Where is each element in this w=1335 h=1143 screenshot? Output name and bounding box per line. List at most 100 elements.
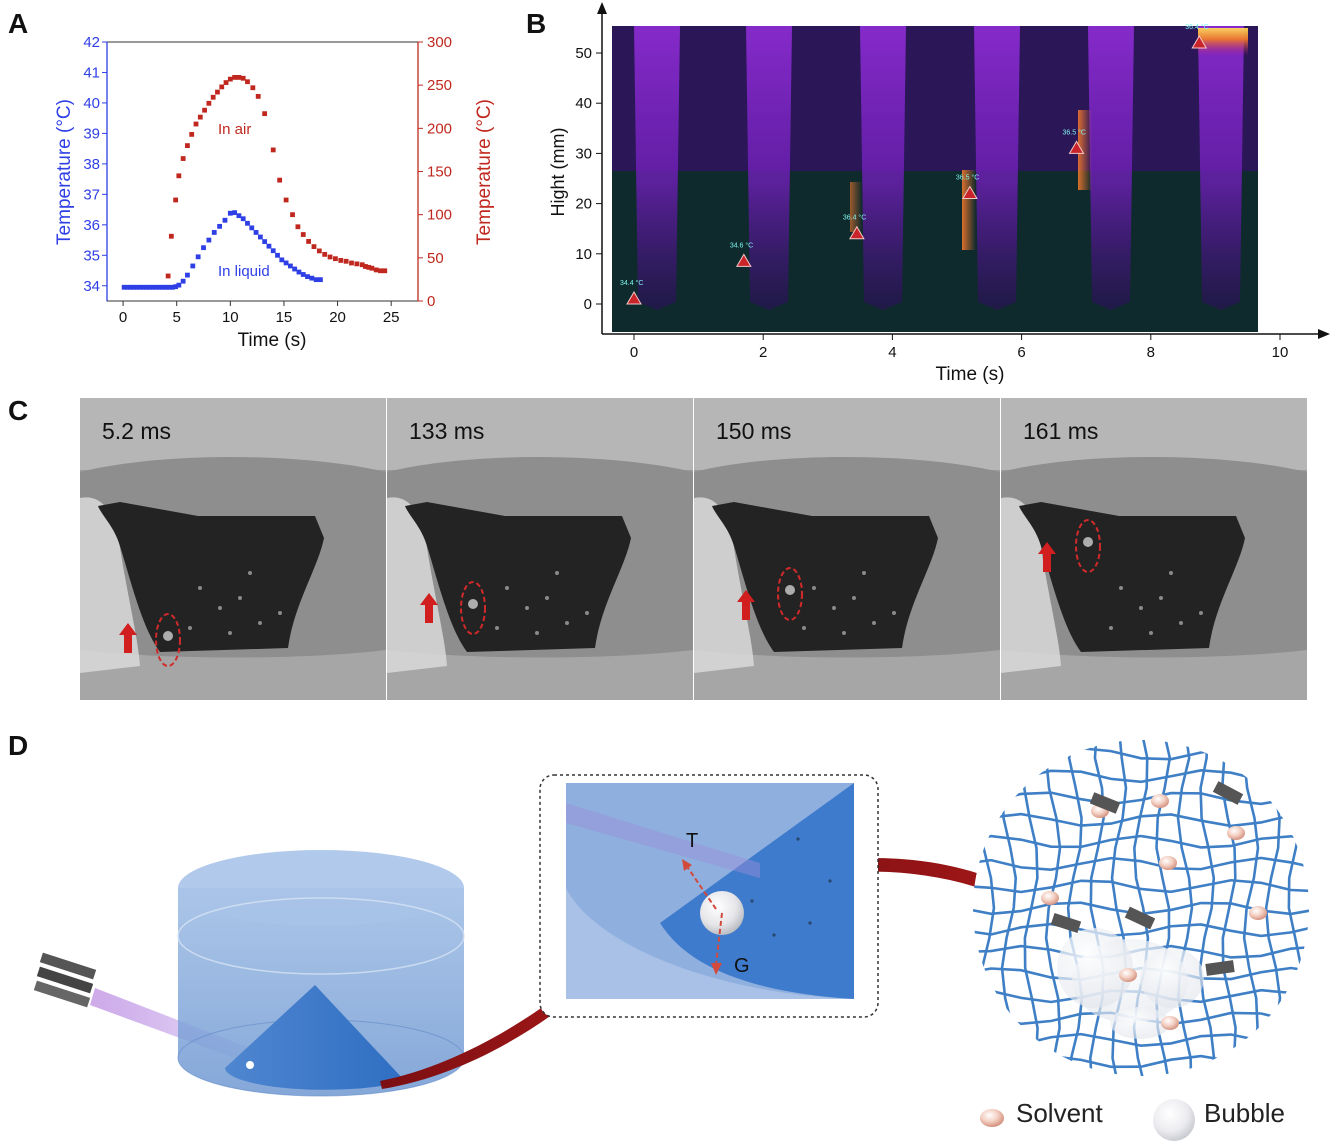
tension-vector	[685, 864, 717, 910]
air-data-point	[322, 251, 328, 257]
air-data-point	[369, 265, 375, 271]
panel-letter-a: A	[8, 8, 29, 39]
upward-arrow	[737, 590, 755, 620]
x-tick-label: 8	[1147, 344, 1155, 361]
frame-floor	[80, 650, 386, 700]
bubble-mechanism-schematic: T G	[33, 740, 1309, 1097]
network-strand	[1308, 740, 1309, 1076]
network-strand	[973, 791, 1309, 806]
air-data-point	[300, 232, 306, 237]
air-data-point	[250, 85, 256, 91]
liquid-data-point	[249, 225, 255, 231]
liquid-data-point	[144, 284, 150, 290]
temperature-marker-label: 36.4 °C	[1185, 23, 1208, 31]
legend-solvent-icon	[980, 1109, 1004, 1127]
upward-arrow	[420, 593, 438, 623]
liquid-data-point	[283, 260, 289, 266]
panel-letter-d: D	[8, 730, 29, 761]
gravity-vector	[715, 912, 723, 966]
bubble-highlight-ellipse	[1075, 519, 1101, 573]
frame-highlight	[387, 497, 447, 673]
air-data-point	[373, 267, 379, 273]
x-tick-label: 20	[329, 309, 346, 326]
frame-floor	[387, 650, 693, 700]
axis-label-x: Time (s)	[238, 330, 307, 351]
liquid-data-point	[128, 284, 133, 290]
air-data-point	[193, 121, 199, 127]
filler-rod	[1124, 906, 1156, 930]
small-bubble	[188, 626, 192, 630]
air-data-point	[359, 262, 365, 268]
liquid-data-point	[279, 257, 285, 263]
liquid-data-point	[232, 210, 238, 216]
force-label-t: T	[686, 830, 698, 852]
legend-solvent-label: Solvent	[1016, 1098, 1103, 1128]
liquid-data-point	[141, 284, 146, 290]
liquid-data-point	[134, 284, 140, 290]
liquid-data-point	[190, 263, 196, 269]
high-speed-frame: 133 ms	[387, 398, 693, 700]
filler-rod	[1212, 781, 1244, 805]
liquid-data-point	[227, 210, 233, 216]
temperature-marker-label: 34.4 °C	[620, 279, 643, 287]
y-tick-label: 50	[575, 45, 592, 62]
frame-time-label: 150 ms	[716, 418, 792, 444]
liquid-data-point	[300, 272, 306, 277]
air-data-point	[349, 260, 354, 266]
air-data-point	[343, 258, 349, 264]
annotation-in-air: In air	[218, 121, 251, 138]
upward-arrow	[1038, 542, 1056, 572]
temperature-marker-label: 36.5 °C	[1063, 128, 1086, 136]
liquid-data-point	[163, 284, 169, 290]
thermal-column	[860, 26, 906, 310]
thermal-hot-region	[850, 182, 862, 232]
tracked-bubble	[1083, 537, 1093, 547]
liquid-data-point	[318, 277, 323, 283]
hydrogel-cone	[225, 985, 405, 1090]
small-bubble	[842, 631, 846, 635]
small-bubble	[535, 631, 539, 635]
solvent-particle	[1041, 891, 1059, 905]
liquid-data-point	[217, 223, 223, 229]
y-axis-arrow	[597, 2, 607, 14]
x-tick-label: 10	[222, 309, 239, 326]
high-speed-frame: 150 ms	[694, 398, 1000, 700]
y-left-tick-label: 35	[83, 247, 100, 264]
liquid-data-point	[170, 284, 175, 290]
panel-letter-b: B	[526, 8, 547, 39]
liquid-data-point	[245, 220, 250, 226]
thermal-hot-region	[962, 170, 976, 250]
upward-arrow	[119, 623, 137, 653]
solvent-particle	[1227, 826, 1245, 840]
network-strand	[973, 922, 1309, 938]
air-data-point	[295, 224, 301, 230]
liquid-data-point	[166, 284, 172, 290]
y-left-tick-label: 38	[83, 156, 100, 173]
axis-label-x: Time (s)	[936, 364, 1005, 385]
y-tick-label: 0	[584, 296, 592, 313]
network-strand	[973, 856, 1309, 871]
liquid-data-point	[222, 217, 228, 223]
y-left-tick-label: 36	[83, 217, 100, 234]
air-data-point	[215, 89, 220, 95]
air-data-point	[327, 254, 333, 260]
small-bubble	[238, 596, 242, 600]
hydrogel-cone	[98, 502, 324, 652]
x-tick-label: 5	[173, 309, 181, 326]
small-bubble	[892, 611, 896, 615]
inset-zoom: T G	[539, 774, 879, 1018]
liquid-data-point	[257, 234, 263, 240]
air-data-point	[232, 74, 238, 80]
legend-bubble-label: Bubble	[1204, 1098, 1285, 1128]
y-left-tick-label: 39	[83, 125, 100, 142]
liquid-data-point	[153, 284, 159, 290]
small-bubble	[198, 586, 202, 590]
air-data-point	[311, 244, 317, 250]
thermal-column	[1198, 26, 1244, 310]
network-strand	[973, 878, 1309, 894]
liquid-data-point	[157, 284, 162, 290]
liquid-data-point	[240, 216, 246, 222]
liquid-data-point	[262, 239, 268, 244]
air-data-point	[227, 76, 233, 82]
air-data-point	[173, 197, 179, 203]
